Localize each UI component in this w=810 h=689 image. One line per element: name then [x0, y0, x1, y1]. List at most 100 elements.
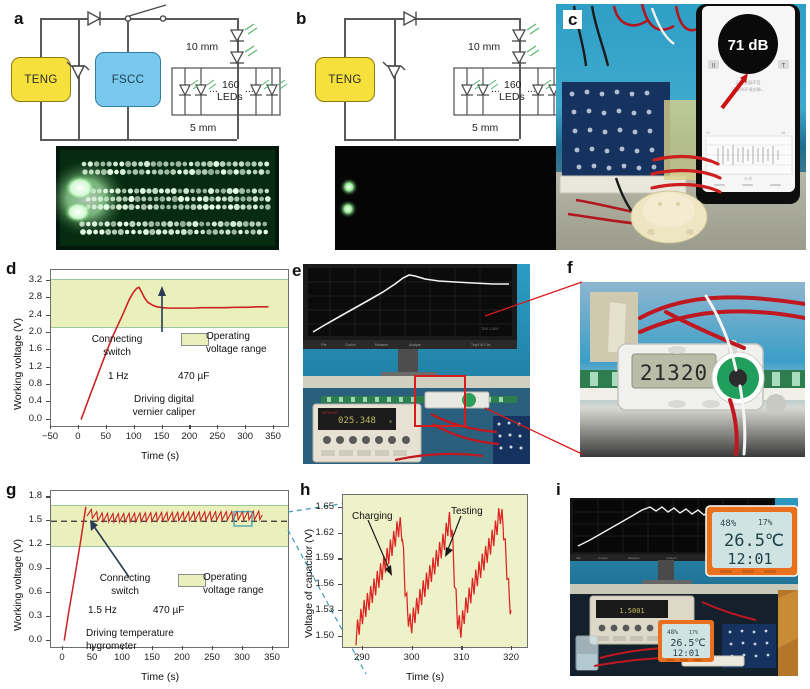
panel-e-label: e [292, 262, 301, 279]
panel-h: h 1.50 1.53 1.56 1.59 1.62 1.65 290 300 310 320 … [296, 478, 550, 689]
connecting-switch-arrow-d [158, 286, 166, 332]
y-tick-label: 1.65 [316, 501, 335, 512]
x-tick-label: 200 [181, 431, 197, 442]
svg-text:Analyze: Analyze [666, 556, 677, 560]
x-tick-label: 290 [354, 652, 370, 663]
x-tick-label: 100 [126, 431, 142, 442]
legend-label-d: Operating voltage range [206, 331, 286, 356]
svg-text:48%: 48% [720, 519, 737, 529]
x-tick-label: 300 [237, 431, 253, 442]
led-array-photo-lit [56, 146, 279, 250]
y-tick-label: 1.62 [316, 527, 335, 538]
y-tick-label: 2.0 [29, 326, 42, 337]
panel-i-photo: File Control Measure Analyze 1.5001 [570, 498, 798, 676]
panel-h-ylabel: Voltage of capacitor (V) [303, 529, 315, 638]
ellipsis-left-a: ... [209, 83, 218, 95]
x-tick-label: −50 [42, 431, 58, 442]
y-tick-label: 2.8 [29, 291, 42, 302]
led-array-photo-dark [335, 146, 558, 250]
svg-text:26.5℃: 26.5℃ [670, 638, 705, 649]
panel-a: a TENG FSCC [0, 0, 280, 255]
y-tick-label: 1.2 [29, 361, 42, 372]
y-tick-label: 1.53 [316, 604, 335, 615]
svg-text:II: II [712, 64, 716, 70]
x-tick-label: 350 [265, 431, 281, 442]
panel-d-ylabel: Working voltage (V) [12, 318, 24, 410]
svg-text:File: File [576, 556, 581, 560]
svg-text:File: File [321, 343, 327, 347]
svg-text:1.5001: 1.5001 [619, 607, 644, 615]
panel-f-callout-lines [530, 258, 810, 466]
y-tick-label: 1.6 [29, 343, 42, 354]
connecting-switch-label-d: Connecting switch [72, 334, 162, 359]
frequency-label-d: 1 Hz [108, 371, 129, 384]
y-tick-label: 3.2 [29, 274, 42, 285]
panel-d-label: d [6, 260, 16, 277]
svg-text:50: 50 [706, 131, 710, 135]
panel-i-label: i [556, 481, 561, 498]
svg-text:17%: 17% [689, 630, 698, 636]
y-tick-label: 1.56 [316, 578, 335, 589]
ellipsis-right-b: ... [527, 83, 536, 95]
gap-5mm-label-a: 5 mm [190, 122, 216, 134]
led-count-label-a: 160 [222, 79, 240, 91]
svg-text:025.348: 025.348 [338, 416, 376, 426]
ellipsis-left-b: ... [491, 83, 500, 95]
testing-label-h: Testing [451, 506, 483, 519]
panel-d-xlabel: Time (s) [141, 450, 179, 462]
x-tick-label: 50 [100, 431, 111, 442]
panel-c-label: c [563, 10, 582, 29]
svg-text:dB: dB [781, 131, 786, 135]
y-tick-label: 0.8 [29, 378, 42, 389]
x-tick-label: 320 [503, 652, 519, 663]
x-tick-label: 150 [154, 431, 170, 442]
y-tick-label: 2.4 [29, 309, 42, 320]
x-tick-label: 250 [209, 431, 225, 442]
svg-text:48%: 48% [667, 629, 678, 636]
gap-10mm-label-a: 10 mm [186, 41, 218, 53]
panel-d: d 0.0 0.4 0.8 1.2 1.6 2.0 2.4 2.8 3.2 −50 0 50 100 1… [0, 258, 292, 468]
svg-text:s: s [389, 419, 392, 425]
legend-swatch-d [181, 333, 209, 346]
gap-5mm-label-b: 5 mm [472, 122, 498, 134]
y-tick-label: 1.50 [316, 630, 335, 641]
panel-f: f 21320 [530, 258, 810, 466]
panel-b: b TENG [282, 0, 560, 255]
gap-10mm-label-b: 10 mm [468, 41, 500, 53]
svg-text:17%: 17% [758, 518, 773, 527]
panel-c-photo: 71 dB II T 正在测量声音 请保持环境安静... [556, 4, 806, 250]
svg-text:Control: Control [598, 556, 608, 560]
x-tick-label: 310 [453, 652, 469, 663]
charging-label-h: Charging [352, 511, 393, 524]
y-tick-label: 1.59 [316, 552, 335, 563]
x-tick-label: 0 [75, 431, 80, 442]
panel-c: 71 dB II T 正在测量声音 请保持环境安静... [556, 4, 806, 250]
panel-i: i File Control [552, 478, 810, 689]
svg-text:Control: Control [345, 343, 356, 347]
panel-e: e TEK 1.00V File Co [292, 258, 530, 466]
svg-text:Measure: Measure [375, 343, 388, 347]
svg-text:KEITHLEY: KEITHLEY [322, 411, 339, 415]
panel-h-xlabel: Time (s) [406, 671, 444, 683]
svg-text:Trig'd M 2.5s: Trig'd M 2.5s [471, 343, 491, 347]
svg-text:71 dB: 71 dB [728, 37, 769, 54]
svg-text:26.5℃: 26.5℃ [724, 531, 784, 551]
y-tick-label: 0.0 [29, 413, 42, 424]
svg-text:Analyze: Analyze [409, 343, 421, 347]
svg-text:30 秒: 30 秒 [744, 176, 753, 181]
y-tick-label: 0.4 [29, 395, 42, 406]
svg-text:Measure: Measure [628, 556, 640, 560]
panel-h-label: h [300, 481, 310, 498]
led-word-label-a: LEDs [217, 91, 243, 103]
svg-text:TEK 1.00V: TEK 1.00V [481, 327, 499, 331]
ellipsis-right-a: ... [245, 83, 254, 95]
panel-e-photo: TEK 1.00V File Control Measure Analyze Trig… [303, 264, 530, 464]
x-tick-label: 300 [404, 652, 420, 663]
svg-text:12:01: 12:01 [672, 649, 699, 659]
driving-label-d: Driving digital vernier caliper [104, 394, 224, 419]
capacitance-label-d: 470 µF [178, 371, 209, 384]
led-word-label-b: LEDs [499, 91, 525, 103]
panel-g: g 0.0 0.3 0.6 0.9 1.2 1.5 1.8 0 50 100 150 200 250 3… [0, 478, 292, 689]
svg-text:T: T [782, 64, 786, 70]
svg-text:12:01: 12:01 [727, 550, 772, 568]
